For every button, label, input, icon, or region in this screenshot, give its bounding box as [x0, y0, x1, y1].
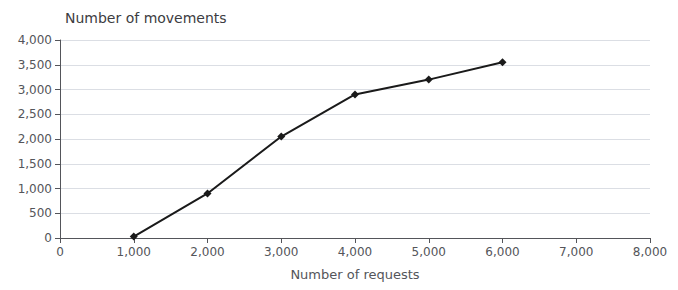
svg-text:2,500: 2,500	[18, 107, 52, 121]
svg-text:1,500: 1,500	[18, 157, 52, 171]
svg-text:2,000: 2,000	[18, 132, 52, 146]
svg-text:8,000: 8,000	[633, 245, 667, 259]
svg-text:3,500: 3,500	[18, 58, 52, 72]
svg-text:1,000: 1,000	[18, 182, 52, 196]
svg-text:0: 0	[44, 231, 52, 245]
svg-text:500: 500	[29, 206, 52, 220]
svg-text:3,000: 3,000	[18, 83, 52, 97]
svg-text:1,000: 1,000	[117, 245, 151, 259]
svg-text:0: 0	[56, 245, 64, 259]
svg-text:Number of movements: Number of movements	[65, 10, 227, 26]
svg-text:Number of requests: Number of requests	[290, 267, 419, 282]
svg-text:2,000: 2,000	[190, 245, 224, 259]
svg-text:4,000: 4,000	[18, 33, 52, 47]
svg-text:3,000: 3,000	[264, 245, 298, 259]
svg-text:5,000: 5,000	[412, 245, 446, 259]
svg-text:6,000: 6,000	[485, 245, 519, 259]
svg-text:7,000: 7,000	[559, 245, 593, 259]
svg-text:4,000: 4,000	[338, 245, 372, 259]
